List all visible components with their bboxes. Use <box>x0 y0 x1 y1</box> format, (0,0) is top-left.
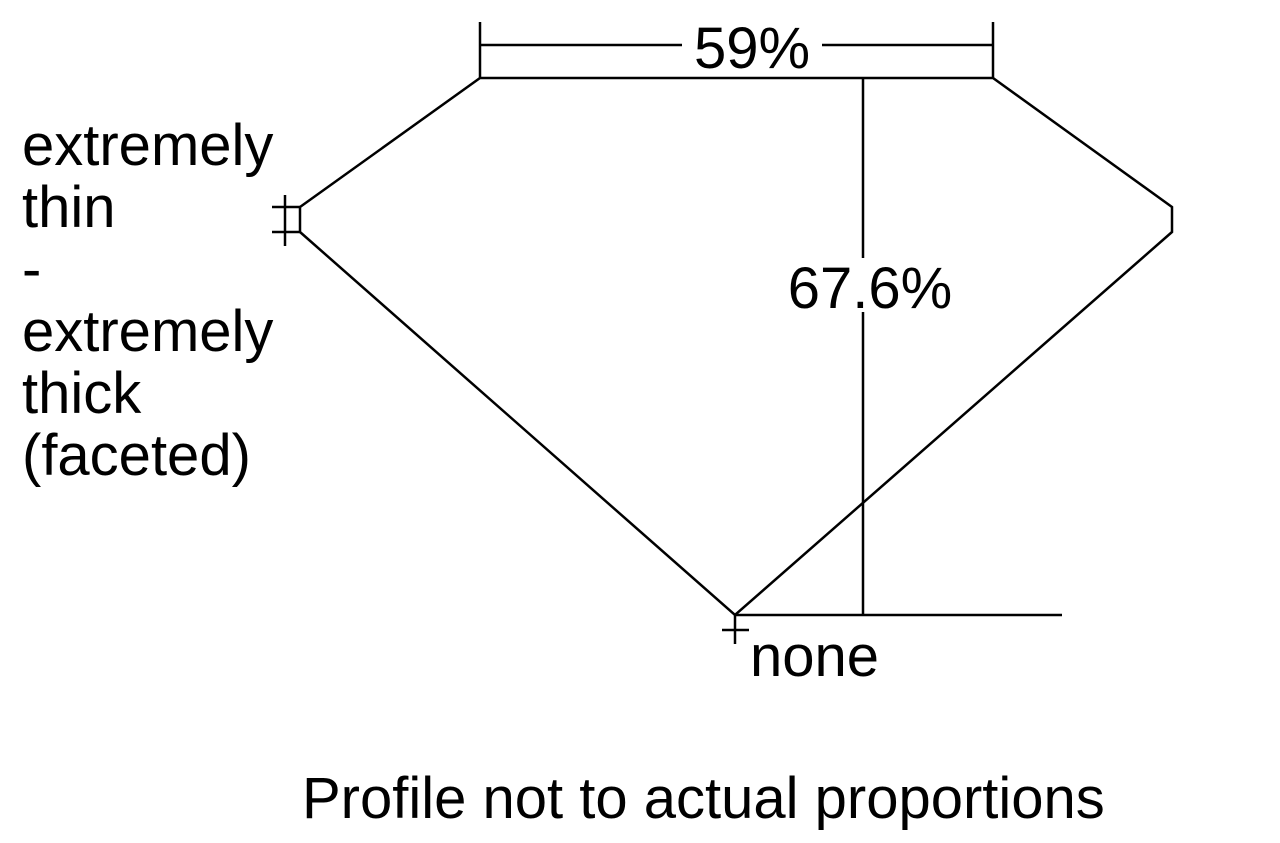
depth-label: 67.6% <box>788 256 952 321</box>
label-bg <box>776 258 966 312</box>
culet-label: none <box>750 624 879 689</box>
label-bg <box>682 22 822 72</box>
girdle-label-line: (faceted) <box>22 423 251 488</box>
girdle-label-line: extremely <box>22 113 273 178</box>
girdle-label-line: - <box>22 237 41 302</box>
girdle-label-line: thin <box>22 175 116 240</box>
girdle-label-line: extremely <box>22 299 273 364</box>
table-label: 59% <box>694 16 810 81</box>
footer-note: Profile not to actual proportions <box>302 766 1105 831</box>
girdle-label-line: thick <box>22 361 142 426</box>
gem-profile <box>298 76 1174 617</box>
